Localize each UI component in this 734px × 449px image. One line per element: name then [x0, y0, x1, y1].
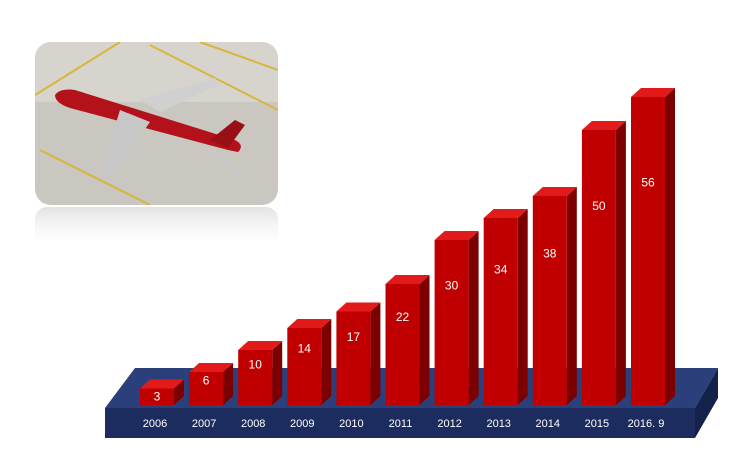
bar-top [532, 187, 577, 196]
bar-top [483, 209, 528, 218]
bar-top [631, 88, 675, 97]
bar [532, 187, 577, 405]
bar-top [140, 379, 184, 389]
bar-side [615, 121, 626, 405]
bar-side [223, 363, 234, 405]
x-tick-label: 2015 [585, 418, 609, 430]
bar-top [287, 319, 332, 328]
bar [581, 121, 626, 405]
bar-front [287, 328, 322, 405]
value-label: 10 [249, 358, 263, 372]
bar-side [321, 319, 332, 405]
x-tick-label: 2006 [143, 418, 167, 430]
bar-front [631, 97, 665, 405]
bar-top [189, 363, 234, 372]
value-label: 34 [494, 263, 508, 277]
bar-front [140, 388, 174, 405]
photo [35, 42, 278, 252]
bar [434, 231, 479, 405]
bar-front [532, 196, 567, 405]
bar [287, 319, 332, 405]
x-tick-label: 2011 [389, 418, 413, 430]
x-tick-label: 2007 [192, 418, 216, 430]
bar-top [581, 121, 626, 130]
bar-side [665, 88, 675, 405]
bar [385, 275, 430, 405]
bar [631, 88, 675, 405]
bar-front [434, 240, 469, 405]
bar-top [336, 302, 381, 312]
bar [483, 209, 528, 405]
x-tick-label: 2013 [486, 418, 510, 430]
bar-side [468, 231, 479, 405]
bar [336, 302, 381, 405]
value-label: 14 [298, 342, 312, 356]
bar-front [385, 284, 420, 405]
bar-top [434, 231, 479, 240]
x-tick-label: 2014 [536, 418, 560, 430]
x-tick-label: 2010 [339, 418, 363, 430]
bar-side [174, 379, 184, 405]
value-label: 3 [154, 390, 161, 404]
bar-side [566, 187, 577, 405]
bar-front [336, 311, 371, 405]
value-label: 56 [641, 175, 655, 189]
bar-side [370, 302, 381, 405]
bar-side [272, 341, 283, 405]
x-tick-label: 2016. 9 [628, 418, 665, 430]
value-label: 30 [445, 278, 459, 292]
bar-top [385, 275, 430, 284]
bar [238, 341, 283, 405]
bar-side [419, 275, 430, 405]
x-tick-label: 2009 [290, 418, 314, 430]
bar-front [189, 372, 224, 405]
bar-front [483, 218, 518, 405]
bar-top [238, 341, 283, 350]
x-tick-label: 2012 [437, 418, 461, 430]
bar [140, 379, 184, 405]
value-label: 6 [203, 373, 210, 387]
bar-side [517, 209, 528, 405]
value-label: 22 [396, 310, 410, 324]
bar [189, 363, 234, 405]
bar-front [581, 130, 616, 405]
value-label: 38 [543, 247, 557, 261]
bar-front [238, 350, 273, 405]
value-label: 50 [592, 199, 606, 213]
value-label: 17 [347, 330, 361, 344]
x-tick-label: 2008 [241, 418, 265, 430]
